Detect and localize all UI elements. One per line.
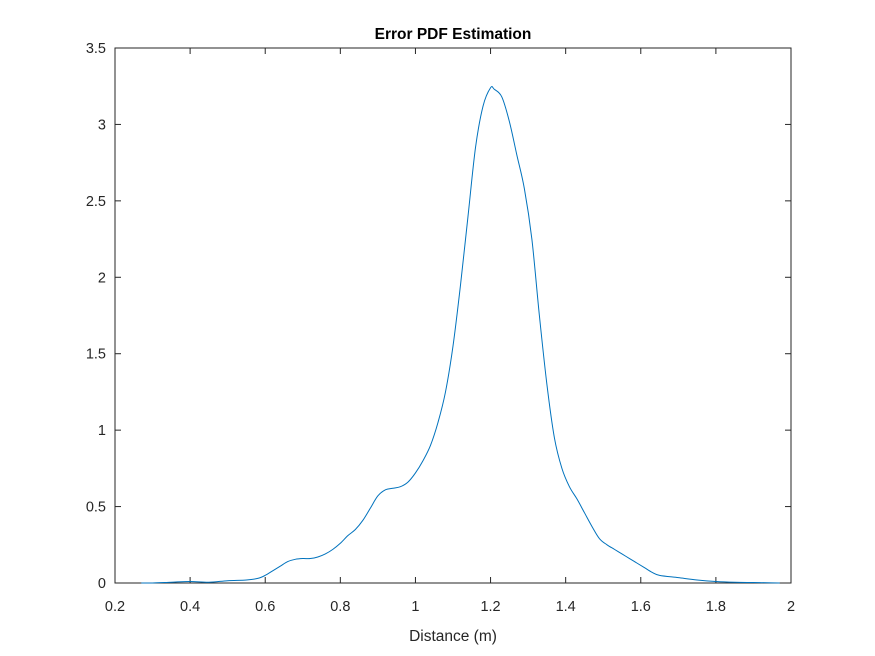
x-tick-label: 1.6 xyxy=(631,599,651,615)
y-tick-label: 2.5 xyxy=(86,194,106,210)
y-tick-label: 1.5 xyxy=(86,347,106,363)
x-axis-label: Distance (m) xyxy=(409,628,497,645)
chart-title: Error PDF Estimation xyxy=(375,26,532,43)
y-tick-label: 3.5 xyxy=(86,41,106,57)
y-tick-label: 1 xyxy=(98,423,106,439)
y-tick-label: 0 xyxy=(98,576,106,592)
x-tick-label: 1.8 xyxy=(706,599,726,615)
y-tick-label: 2 xyxy=(98,270,106,286)
x-tick-label: 2 xyxy=(787,599,795,615)
x-tick-label: 0.2 xyxy=(105,599,125,615)
plot-area xyxy=(114,47,792,584)
x-tick-label: 1.4 xyxy=(556,599,576,615)
y-tick-label: 3 xyxy=(98,117,106,133)
x-tick-label: 0.6 xyxy=(255,599,275,615)
y-tick-label: 0.5 xyxy=(86,500,106,516)
x-tick-label: 0.4 xyxy=(180,599,200,615)
x-tick-label: 1 xyxy=(411,599,419,615)
series-line xyxy=(141,86,780,584)
x-tick-label: 0.8 xyxy=(330,599,350,615)
x-tick-label: 1.2 xyxy=(480,599,500,615)
